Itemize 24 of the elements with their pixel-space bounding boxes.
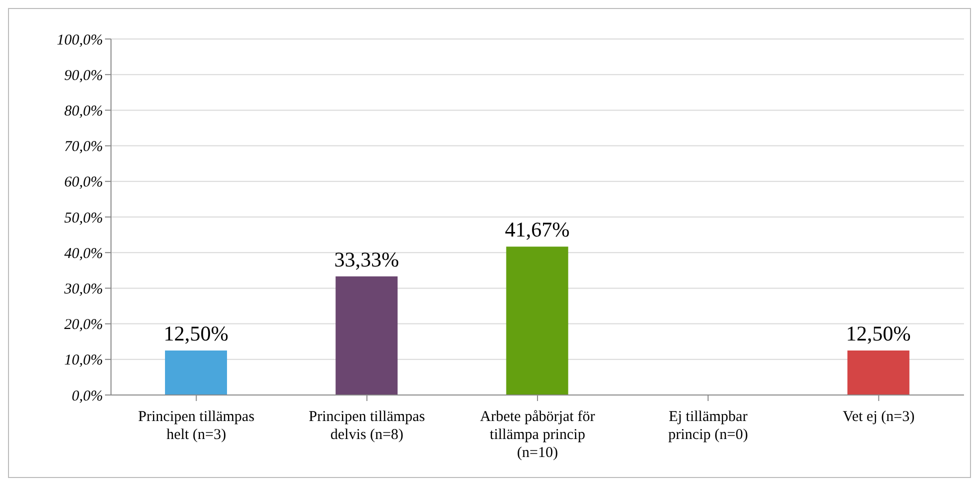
y-tick-label: 30,0% [63,282,103,298]
bar [336,276,398,395]
bar [165,350,227,395]
data-label: 12,50% [846,322,911,346]
y-tick-label: 50,0% [64,210,103,226]
data-label: 41,67% [504,218,570,242]
y-tick-label: 40,0% [64,246,103,262]
y-tick-label: 80,0% [64,104,103,120]
data-label: 12,50% [164,322,228,346]
x-tick-label: Arbete påbörjat för tillämpa princip (n=10) [480,409,595,461]
y-tick-label: 10,0% [64,352,103,369]
y-tick-label: 90,0% [64,68,103,84]
y-tick-label: 100,0% [56,32,103,48]
y-tick-label: 70,0% [64,139,103,156]
x-tick-label: Vet ej (n=3) [842,409,915,425]
data-label: 33,33% [334,247,399,272]
x-tick-label: Principen tillämpas delvis (n=8) [308,409,426,443]
y-tick-label: 20,0% [64,317,103,334]
bar [847,350,910,395]
x-tick-label: Ej tillämpbar princip (n=0) [668,409,748,443]
x-tick-label: Principen tillämpas helt (n=3) [138,409,255,443]
bar [506,246,568,395]
y-tick-label: 0,0% [72,388,103,404]
y-tick-label: 60,0% [64,174,103,191]
